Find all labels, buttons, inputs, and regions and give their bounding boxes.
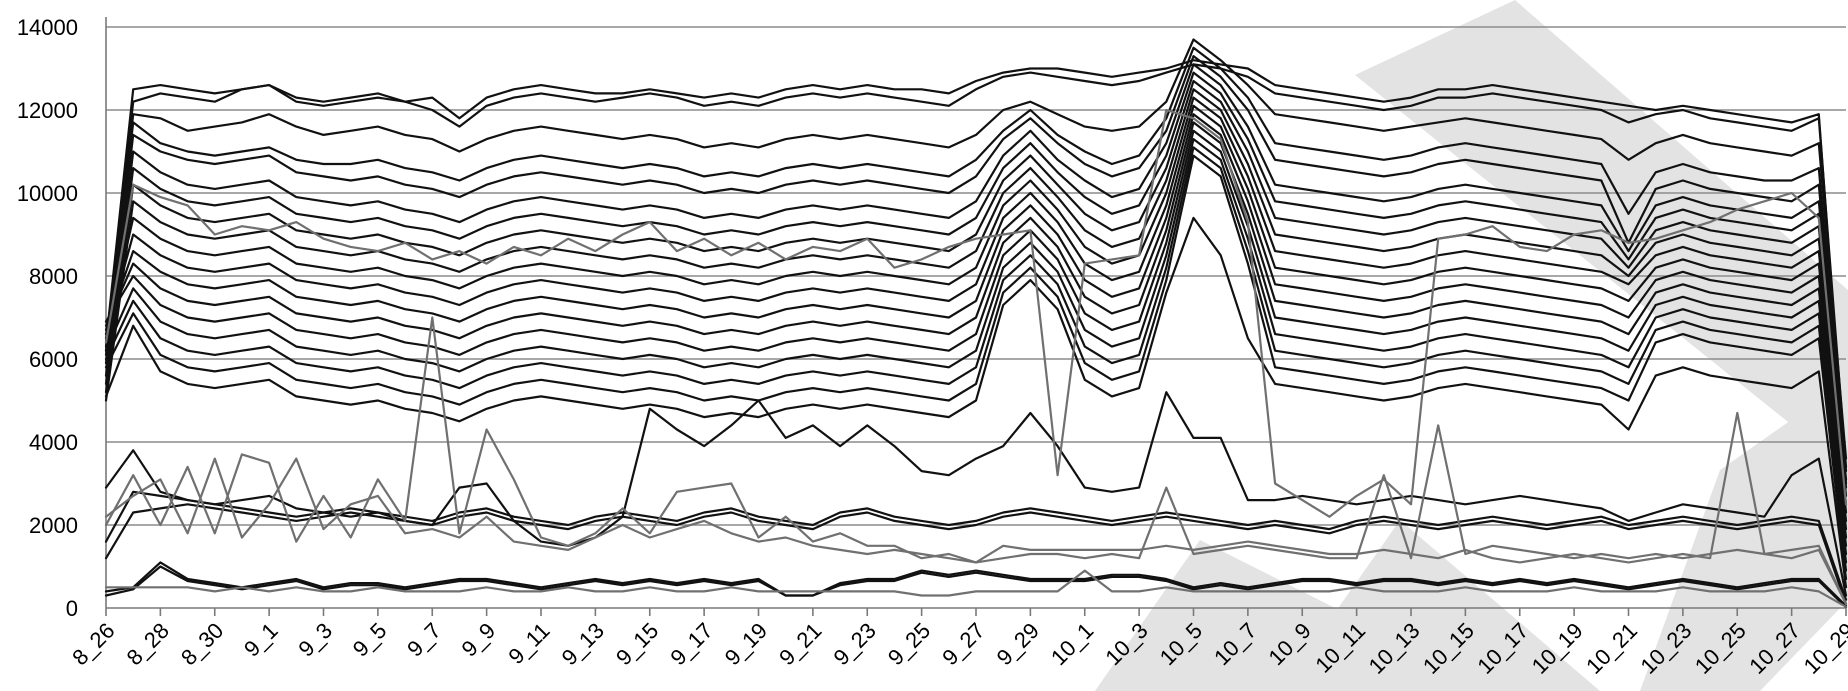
series-line-6 bbox=[104, 71, 1848, 497]
x-tick-label: 9_7 bbox=[402, 618, 446, 662]
watermark-stripe-2 bbox=[1280, 520, 1600, 691]
series-line-1 bbox=[104, 63, 1848, 468]
series-line-23 bbox=[104, 316, 1848, 605]
series-line-8 bbox=[104, 88, 1848, 514]
watermark-stripe-3 bbox=[1640, 380, 1848, 691]
x-tick-label: 9_3 bbox=[293, 618, 337, 662]
series-line-24 bbox=[104, 424, 1848, 605]
series-line-21 bbox=[104, 561, 1848, 607]
watermark-stripe-0 bbox=[1355, 0, 1848, 470]
series-line-26 bbox=[104, 569, 1848, 608]
x-tick-label: 9_15 bbox=[611, 618, 663, 670]
y-tick-label: 4000 bbox=[29, 430, 78, 455]
series-line-17 bbox=[104, 216, 1848, 589]
series-line-11 bbox=[104, 113, 1848, 539]
y-tick-label: 12000 bbox=[17, 98, 78, 123]
y-tick-label: 8000 bbox=[29, 264, 78, 289]
x-tick-label: 8_30 bbox=[176, 618, 228, 670]
y-tick-label: 14000 bbox=[17, 15, 78, 40]
series-line-12 bbox=[104, 121, 1848, 547]
x-tick-label: 8_26 bbox=[67, 618, 119, 670]
y-tick-label: 6000 bbox=[29, 347, 78, 372]
x-axis-tick-labels: 8_26 8_28 8_30 9_1 9_3 9_5 9_7 9_9 9_11 9_13 9_15 9… bbox=[67, 608, 1848, 679]
series-line-14 bbox=[104, 138, 1848, 564]
series-line-13 bbox=[104, 129, 1848, 556]
x-tick-label: 9_29 bbox=[992, 618, 1044, 670]
x-tick-label: 10_21 bbox=[1581, 618, 1642, 679]
series-line-9 bbox=[104, 96, 1848, 522]
diagonal-watermark bbox=[1095, 0, 1848, 691]
x-tick-label: 9_25 bbox=[883, 618, 935, 670]
series-line-7 bbox=[104, 79, 1848, 506]
x-tick-label: 9_17 bbox=[665, 618, 717, 670]
x-tick-label: 8_28 bbox=[122, 618, 174, 670]
series-line-18 bbox=[104, 391, 1848, 597]
x-tick-label: 9_23 bbox=[828, 618, 880, 670]
series-line-22 bbox=[104, 565, 1848, 609]
series-line-3 bbox=[104, 46, 1848, 473]
x-tick-label: 9_13 bbox=[557, 618, 609, 670]
x-tick-label: 9_5 bbox=[348, 618, 392, 662]
series-line-4 bbox=[104, 55, 1848, 481]
x-tick-label: 9_11 bbox=[503, 618, 554, 669]
series-line-25 bbox=[104, 108, 1848, 518]
series-line-16 bbox=[104, 154, 1848, 581]
x-tick-label: 9_21 bbox=[774, 618, 826, 670]
x-tick-label: 10_1 bbox=[1046, 618, 1098, 670]
series-line-0 bbox=[104, 59, 1848, 485]
series-line-15 bbox=[104, 146, 1848, 572]
series-group bbox=[104, 38, 1848, 609]
y-tick-label: 0 bbox=[66, 596, 78, 621]
y-tick-label: 10000 bbox=[17, 181, 78, 206]
series-line-2 bbox=[104, 38, 1848, 460]
x-tick-label: 9_19 bbox=[720, 618, 772, 670]
series-line-5 bbox=[104, 63, 1848, 489]
y-tick-label: 2000 bbox=[29, 513, 78, 538]
x-tick-label: 9_27 bbox=[937, 618, 989, 670]
series-line-19 bbox=[104, 490, 1848, 601]
y-axis-tick-labels: 0 2000 4000 6000 8000 10000 12000 14000 bbox=[17, 15, 78, 621]
x-tick-label: 9_1 bbox=[239, 618, 283, 662]
x-tick-label: 9_9 bbox=[457, 618, 501, 662]
series-line-10 bbox=[104, 104, 1848, 531]
